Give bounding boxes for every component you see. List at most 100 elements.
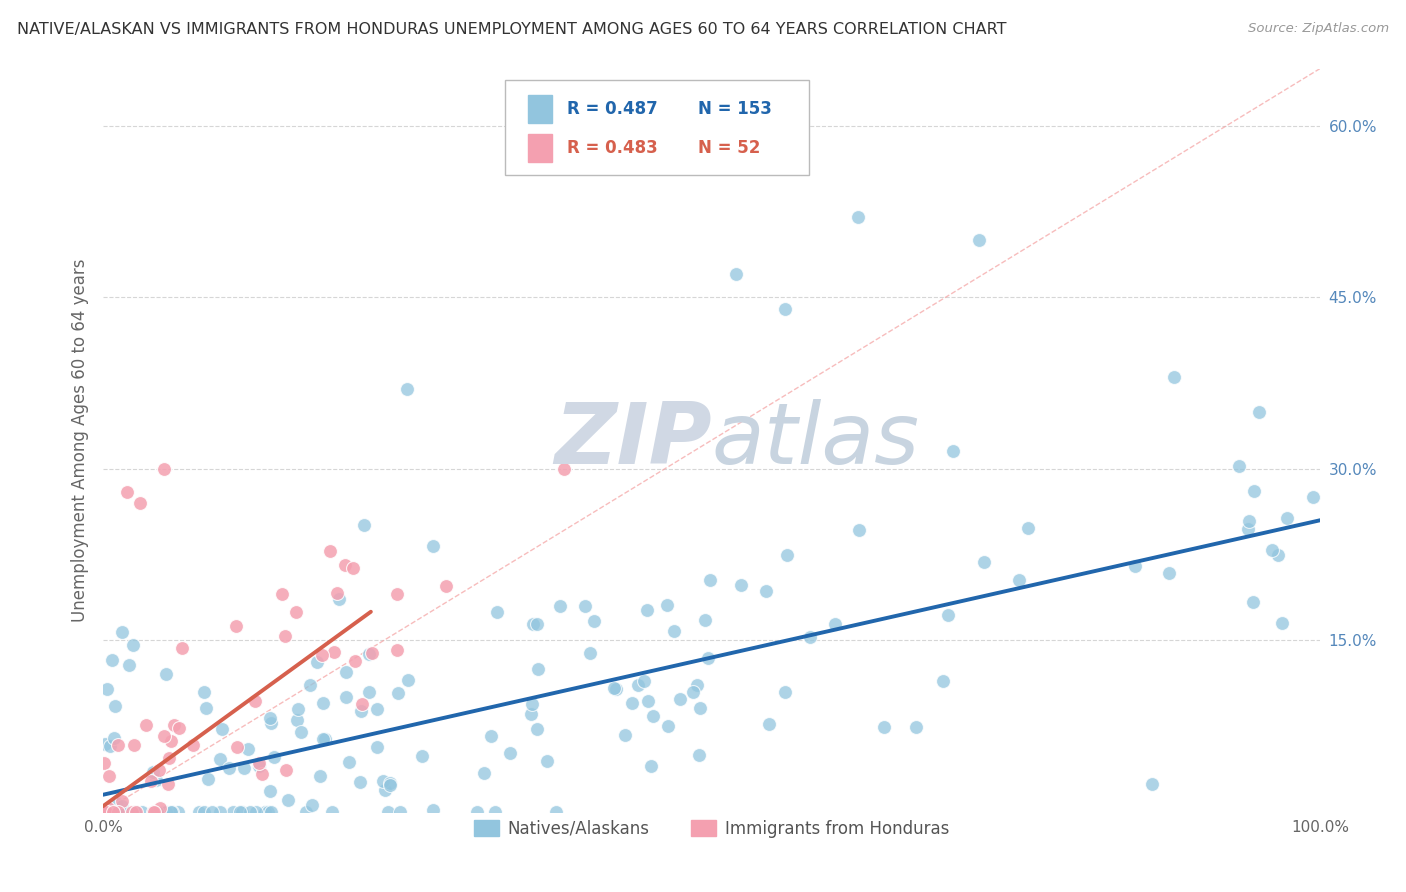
- Point: [627, 678, 650, 692]
- Point: [603, 681, 626, 695]
- Point: [479, 729, 502, 743]
- Point: [1123, 559, 1146, 574]
- Point: [103, 731, 125, 745]
- Point: [253, 805, 276, 819]
- Point: [359, 647, 381, 661]
- Point: [285, 713, 308, 727]
- Point: [259, 784, 281, 798]
- Point: [657, 719, 679, 733]
- Point: [93, 805, 115, 819]
- Point: [1163, 370, 1185, 384]
- Point: [350, 705, 373, 719]
- Point: [193, 685, 215, 699]
- Point: [239, 805, 262, 819]
- Text: atlas: atlas: [711, 399, 920, 482]
- Point: [247, 759, 270, 773]
- Point: [162, 718, 184, 732]
- Point: [93, 756, 115, 771]
- Point: [94, 805, 117, 819]
- Point: [139, 773, 162, 788]
- Point: [311, 731, 333, 746]
- Point: [936, 608, 959, 623]
- Point: [145, 772, 167, 787]
- Point: [155, 805, 177, 819]
- Point: [522, 697, 544, 711]
- Point: [155, 666, 177, 681]
- Text: R = 0.487: R = 0.487: [567, 100, 658, 118]
- Point: [181, 738, 204, 752]
- Point: [905, 720, 928, 734]
- Point: [350, 697, 373, 711]
- Text: R = 0.483: R = 0.483: [567, 139, 658, 157]
- Point: [315, 731, 337, 746]
- Point: [553, 462, 575, 476]
- Point: [201, 805, 224, 819]
- Point: [93, 737, 115, 751]
- Point: [969, 233, 991, 247]
- Point: [307, 655, 329, 669]
- Point: [353, 517, 375, 532]
- Point: [142, 805, 165, 819]
- Point: [96, 805, 118, 819]
- Point: [773, 301, 796, 316]
- Point: [522, 616, 544, 631]
- Point: [309, 768, 332, 782]
- Point: [484, 805, 506, 819]
- Point: [374, 783, 396, 797]
- Text: ZIP: ZIP: [554, 399, 711, 482]
- Point: [111, 799, 134, 814]
- Point: [378, 778, 401, 792]
- Point: [636, 603, 658, 617]
- Point: [396, 673, 419, 688]
- Point: [160, 805, 183, 819]
- Point: [193, 805, 215, 819]
- Point: [153, 462, 176, 476]
- Point: [121, 805, 143, 819]
- Point: [633, 674, 655, 689]
- Point: [107, 805, 129, 819]
- Point: [228, 805, 250, 819]
- Point: [335, 665, 357, 679]
- Point: [209, 805, 232, 819]
- Point: [301, 798, 323, 813]
- Point: [97, 805, 120, 819]
- Point: [208, 752, 231, 766]
- Point: [583, 614, 606, 628]
- Point: [486, 605, 509, 619]
- Point: [274, 629, 297, 643]
- Point: [536, 754, 558, 768]
- Point: [225, 619, 247, 633]
- Point: [1157, 566, 1180, 580]
- Point: [124, 805, 146, 819]
- Point: [1237, 522, 1260, 536]
- Point: [1008, 574, 1031, 588]
- Point: [197, 772, 219, 786]
- Point: [1302, 490, 1324, 504]
- Point: [142, 805, 165, 819]
- Point: [110, 624, 132, 639]
- Point: [117, 805, 139, 819]
- Point: [218, 761, 240, 775]
- Point: [548, 599, 571, 613]
- Bar: [527, 95, 553, 123]
- Point: [104, 796, 127, 810]
- Point: [773, 685, 796, 699]
- Point: [149, 801, 172, 815]
- Point: [135, 718, 157, 732]
- Point: [387, 587, 409, 601]
- Point: [730, 578, 752, 592]
- Point: [387, 686, 409, 700]
- Point: [641, 709, 664, 723]
- Point: [1271, 616, 1294, 631]
- Point: [373, 773, 395, 788]
- Point: [335, 690, 357, 704]
- Point: [103, 698, 125, 713]
- Point: [260, 805, 283, 819]
- Point: [1140, 777, 1163, 791]
- Point: [236, 742, 259, 756]
- Point: [295, 805, 318, 819]
- Point: [160, 733, 183, 747]
- Point: [1241, 595, 1264, 609]
- Point: [776, 548, 799, 562]
- Point: [640, 759, 662, 773]
